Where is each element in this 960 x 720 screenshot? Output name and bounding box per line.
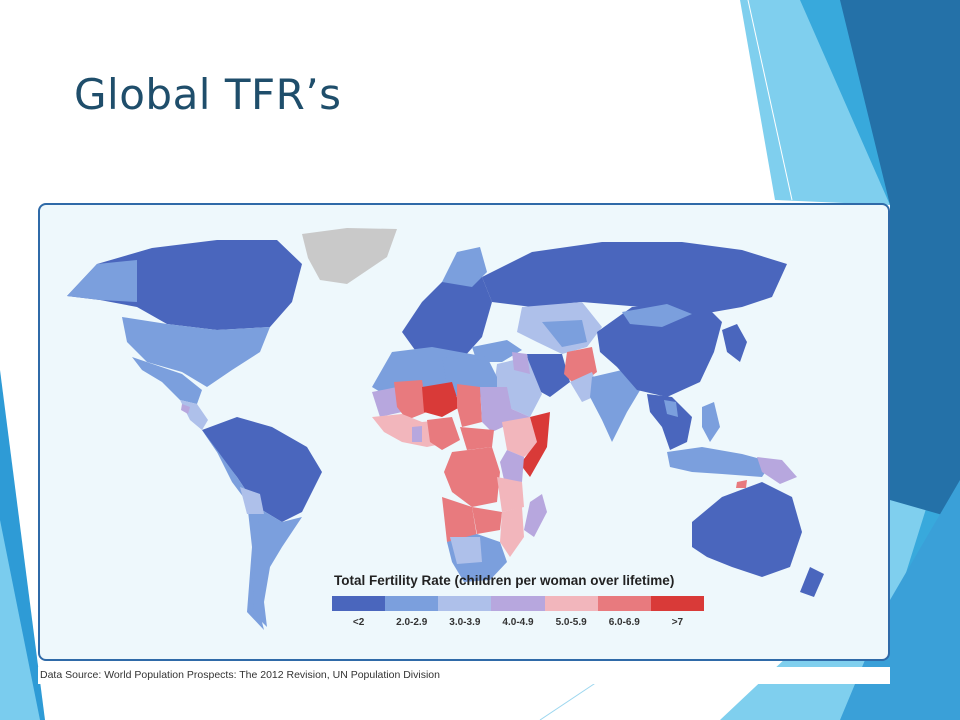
region-namibia-botswana: [450, 537, 482, 564]
region-timor: [736, 480, 747, 488]
region-philippines: [702, 402, 720, 442]
region-new-zealand: [800, 567, 824, 597]
world-map: [67, 228, 824, 630]
region-ghana: [412, 426, 422, 442]
region-iraq: [512, 352, 530, 374]
legend-swatch: [491, 596, 545, 611]
region-china: [597, 302, 722, 397]
region-niger: [422, 382, 460, 417]
region-algeria-egypt: [442, 357, 490, 392]
legend-label: <2: [352, 617, 365, 628]
region-central-america: [180, 400, 208, 430]
legend-label: >7: [671, 617, 684, 628]
legend-label: 3.0-3.9: [449, 617, 481, 628]
region-png: [757, 457, 797, 484]
region-zambia: [472, 507, 502, 534]
region-indonesia: [667, 447, 772, 477]
legend-swatch: [332, 596, 386, 611]
region-usa: [122, 317, 270, 387]
region-sudan: [480, 387, 514, 432]
region-scandinavia: [442, 247, 487, 287]
region-russia: [482, 242, 787, 314]
region-australia: [692, 482, 802, 577]
fertility-map-panel: Total Fertility Rate (children per woman…: [38, 203, 890, 661]
region-southern-cone: [252, 507, 302, 627]
legend-swatch: [385, 596, 439, 611]
region-mozambique: [500, 507, 524, 557]
slide-title: Global TFR’s: [74, 70, 342, 119]
legend-label: 4.0-4.9: [502, 617, 534, 628]
region-chad: [457, 384, 482, 427]
region-europe: [402, 270, 492, 360]
legend-label: 2.0-2.9: [396, 617, 428, 628]
region-ethiopia: [502, 417, 542, 457]
region-laos: [664, 400, 678, 417]
legend-title: Total Fertility Rate (children per woman…: [334, 573, 675, 588]
region-madagascar: [524, 494, 547, 537]
region-drc: [444, 447, 500, 507]
legend-swatch: [438, 596, 492, 611]
region-kenya: [500, 450, 524, 482]
region-southeast-asia: [647, 394, 692, 450]
legend-label: 5.0-5.9: [555, 617, 587, 628]
legend-label: 6.0-6.9: [608, 617, 640, 628]
region-mongolia: [622, 304, 692, 327]
region-bolivia: [240, 487, 264, 514]
data-source-caption: Data Source: World Population Prospects:…: [38, 667, 890, 684]
map-legend: Total Fertility Rate (children per woman…: [332, 573, 732, 628]
region-guatemala: [181, 404, 190, 414]
legend-swatch: [544, 596, 598, 611]
region-kazakhstan-south: [542, 320, 587, 347]
region-greenland: [302, 228, 397, 284]
region-angola: [442, 497, 477, 542]
region-mauritania: [372, 387, 402, 417]
region-car: [460, 427, 494, 450]
region-india: [590, 370, 642, 442]
region-mexico: [132, 357, 202, 404]
legend-swatch: [597, 596, 651, 611]
legend-labels: <2 2.0-2.9 3.0-3.9 4.0-4.9 5.0-5.9 6.0-6…: [332, 617, 704, 628]
region-turkey: [472, 340, 522, 362]
region-tanzania: [497, 477, 524, 512]
legend-color-scale: [332, 596, 704, 611]
legend-swatch: [650, 596, 704, 611]
region-korea-japan: [722, 324, 747, 362]
region-alaska: [67, 260, 137, 302]
region-nigeria: [427, 417, 460, 450]
region-somalia: [520, 412, 550, 477]
region-mali: [394, 380, 427, 420]
region-south-america-north: [202, 417, 322, 522]
